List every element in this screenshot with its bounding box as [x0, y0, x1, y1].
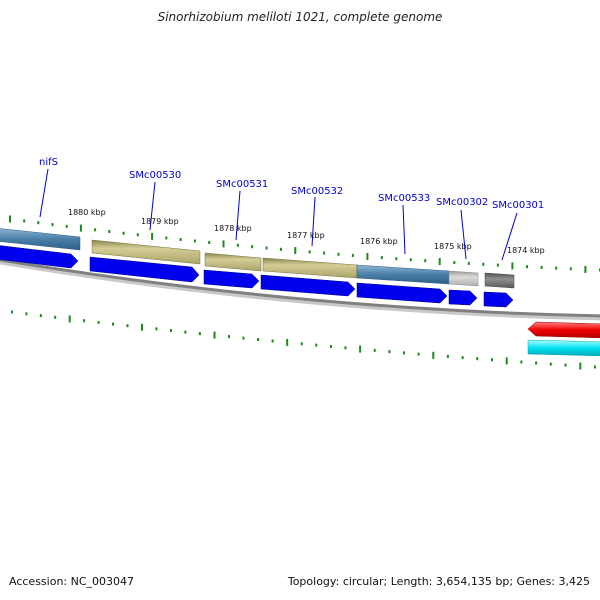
cds-arrow-SMc00302[interactable] — [448, 289, 478, 306]
gene-label-SMc00533[interactable]: SMc00533 — [378, 193, 430, 204]
scale-label-1874: 1874 kbp — [507, 246, 545, 255]
gene-label-nifS[interactable]: nifS — [39, 157, 58, 168]
scale-label-1878: 1878 kbp — [214, 224, 252, 233]
gene-label-SMc00530[interactable]: SMc00530 — [129, 170, 181, 181]
cds-arrow-SMc00532[interactable] — [260, 274, 356, 297]
category-bar-SMc00301[interactable] — [484, 272, 515, 289]
scale-label-1875: 1875 kbp — [434, 242, 472, 251]
map-title: Sinorhizobium meliloti 1021, complete ge… — [157, 10, 443, 24]
scale-label-1876: 1876 kbp — [360, 237, 398, 246]
gene-label-SMc00302[interactable]: SMc00302 — [436, 197, 488, 208]
scale-label-1877: 1877 kbp — [287, 231, 325, 240]
inner-tick-ring — [11, 310, 596, 370]
category-bar-nifS[interactable] — [0, 228, 81, 251]
genome-summary-text: Topology: circular; Length: 3,654,135 bp… — [287, 575, 590, 588]
category-bar-SMc00531[interactable] — [204, 252, 262, 272]
backbone — [0, 258, 600, 318]
scale-label-1880: 1880 kbp — [68, 208, 106, 217]
reverse-feature-red[interactable] — [527, 321, 600, 339]
cds-arrow-SMc00533[interactable] — [356, 282, 448, 304]
reverse-feature-cyan[interactable] — [527, 339, 600, 357]
category-bar-SMc00533[interactable] — [356, 264, 450, 285]
outer-tick-ring — [9, 215, 600, 273]
gene-label-SMc00301[interactable]: SMc00301 — [492, 200, 544, 211]
scale-label-1879: 1879 kbp — [141, 217, 179, 226]
backbone-shadow — [0, 259, 600, 321]
gene-label-SMc00532[interactable]: SMc00532 — [291, 186, 343, 197]
category-bar-SMc00532[interactable] — [262, 257, 358, 279]
accession-text: Accession: NC_003047 — [9, 575, 135, 588]
cds-arrow-SMc00530[interactable] — [89, 256, 200, 283]
cds-arrow-nifS[interactable] — [0, 245, 79, 269]
label-lines — [39, 168, 518, 261]
gene-label-SMc00531[interactable]: SMc00531 — [216, 179, 268, 190]
category-bar-SMc00302[interactable] — [448, 270, 479, 287]
cds-arrow-SMc00301[interactable] — [483, 291, 514, 308]
cds-arrow-SMc00531[interactable] — [203, 269, 260, 289]
category-bar-SMc00530[interactable] — [91, 239, 201, 265]
